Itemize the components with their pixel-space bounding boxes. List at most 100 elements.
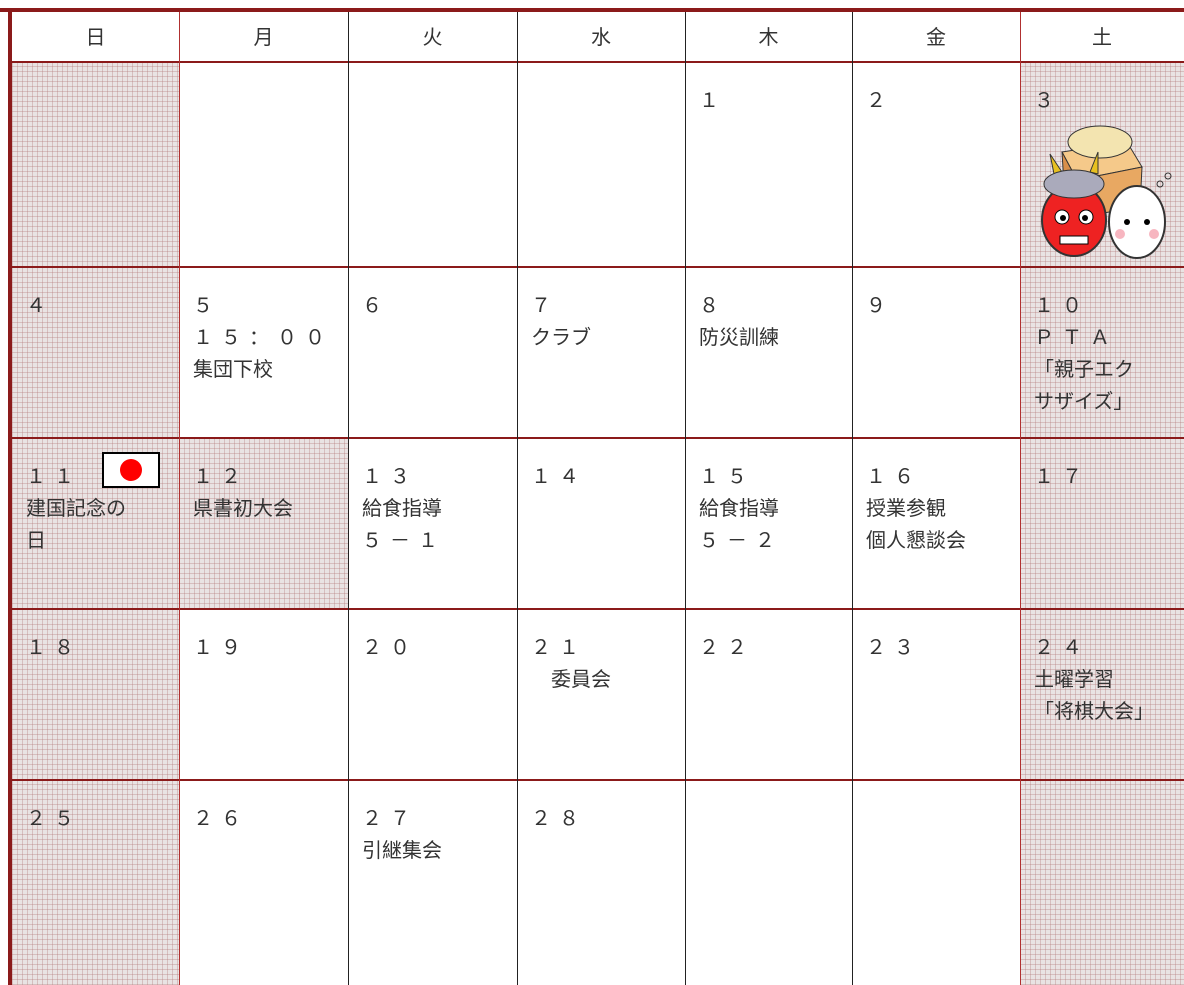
weekday-header: 火 [422, 25, 443, 49]
column-line [348, 12, 349, 985]
day-cell: １０ ＰＴＡ 「親子エクサザイズ」 [1020, 267, 1184, 438]
day-number: ２２ [699, 635, 755, 659]
day-cell [517, 62, 685, 267]
day-number: ２７ [362, 806, 418, 830]
event-text: 県書初大会 [193, 496, 293, 520]
day-cell: ７ クラブ [517, 267, 685, 438]
event-text: 「親子エク [1034, 357, 1134, 381]
day-cell: １６ 授業参観個人懇談会 [852, 438, 1020, 609]
event-text: ５－１ [362, 528, 446, 552]
day-number: ２１ [531, 635, 587, 659]
event-text: 委員会 [551, 667, 611, 691]
day-number: ２３ [866, 635, 922, 659]
day-number: ６ [362, 293, 390, 317]
day-cell: ８ 防災訓練 [685, 267, 852, 438]
event-text: 給食指導 [362, 496, 442, 520]
day-number: ２６ [193, 806, 249, 830]
row-line [12, 61, 1184, 63]
day-cell: １８ [12, 609, 179, 780]
day-cell: １ [685, 62, 852, 267]
day-number: ８ [699, 293, 727, 317]
weekday-header: 土 [1092, 25, 1112, 49]
row-line [12, 608, 1184, 610]
day-number: ４ [26, 293, 54, 317]
weekday-header: 水 [591, 25, 611, 49]
event-text: 集団下校 [193, 357, 273, 381]
event-text: 給食指導 [699, 496, 779, 520]
day-cell: １１ 建国記念の日 [12, 438, 179, 609]
day-number: ２４ [1034, 635, 1090, 659]
day-number: ２８ [531, 806, 587, 830]
day-cell [348, 62, 517, 267]
event-text: ５－２ [699, 528, 783, 552]
day-cell: １５ 給食指導 ５－２ [685, 438, 852, 609]
row-line [12, 266, 1184, 268]
day-number: １０ [1034, 293, 1090, 317]
day-number: １８ [26, 635, 82, 659]
day-number: ７ [531, 293, 559, 317]
day-number: ２５ [26, 806, 82, 830]
event-text: 「将棋大会」 [1034, 699, 1154, 723]
event-text: ＰＴＡ [1034, 325, 1118, 349]
weekday-header: 月 [253, 25, 274, 49]
day-number: ５ [193, 293, 221, 317]
japan-flag [102, 452, 160, 488]
day-cell: ２４ 土曜学習「将棋大会」 [1020, 609, 1184, 780]
day-number: １ [699, 88, 727, 112]
day-cell: １９ [179, 609, 348, 780]
day-cell: １３ 給食指導 ５－１ [348, 438, 517, 609]
day-cell [12, 62, 179, 267]
day-cell: １７ [1020, 438, 1184, 609]
day-cell: ５ １５：００ 集団下校 [179, 267, 348, 438]
day-cell: １２ 県書初大会 [179, 438, 348, 609]
day-number: １４ [531, 464, 587, 488]
day-cell: ４ [12, 267, 179, 438]
day-cell [179, 62, 348, 267]
event-text: １５：００ [193, 325, 333, 349]
day-cell: ２２ [685, 609, 852, 780]
weekday-header: 木 [758, 25, 779, 49]
day-cell [685, 780, 852, 985]
row-line [12, 437, 1184, 439]
event-text: 建国記念の [26, 496, 126, 520]
event-text: 個人懇談会 [866, 528, 966, 552]
day-cell: ２１ 委員会 [517, 609, 685, 780]
day-number: １１ [26, 464, 82, 488]
day-cell: ２７ 引継集会 [348, 780, 517, 985]
day-number: ９ [866, 293, 894, 317]
event-text: サザイズ」 [1034, 389, 1134, 413]
column-line [1020, 12, 1021, 985]
day-cell: ２ [852, 62, 1020, 267]
left-border [8, 8, 12, 985]
day-number: １９ [193, 635, 249, 659]
setsubun-illustration [1041, 125, 1172, 259]
event-text: 土曜学習 [1034, 667, 1114, 691]
day-number: ２０ [362, 635, 418, 659]
row-line [12, 779, 1184, 781]
column-line [517, 12, 518, 985]
weekday-header: 金 [926, 25, 946, 49]
event-text: 授業参観 [866, 496, 946, 520]
weekday-header: 日 [85, 25, 106, 49]
column-line [852, 12, 853, 985]
day-number: １７ [1034, 464, 1090, 488]
day-number: ３ [1034, 88, 1062, 112]
day-cell [852, 780, 1020, 985]
day-number: １６ [866, 464, 922, 488]
event-text: クラブ [531, 325, 591, 349]
day-cell: ２６ [179, 780, 348, 985]
day-cell: ２３ [852, 609, 1020, 780]
day-number: １５ [699, 464, 755, 488]
event-text: 引継集会 [362, 838, 442, 862]
day-cell: ２０ [348, 609, 517, 780]
day-cell: ２８ [517, 780, 685, 985]
day-number: １２ [193, 464, 249, 488]
day-cell [1020, 780, 1184, 985]
day-number: １３ [362, 464, 418, 488]
day-cell: ９ [852, 267, 1020, 438]
event-text: 日 [26, 528, 46, 552]
column-line [685, 12, 686, 985]
event-text: 防災訓練 [699, 325, 779, 349]
day-cell: ６ [348, 267, 517, 438]
